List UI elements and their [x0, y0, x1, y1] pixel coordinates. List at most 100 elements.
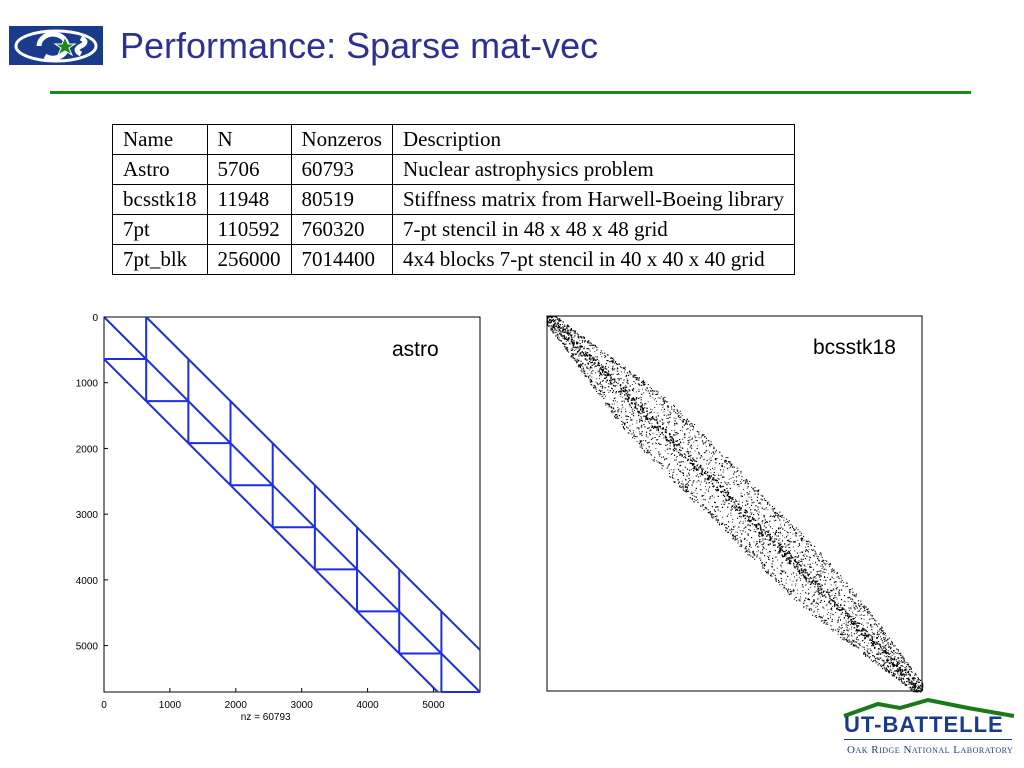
nonzero-dot [818, 615, 821, 617]
nonzero-dot [702, 495, 704, 497]
nonzero-dot [813, 611, 815, 613]
nonzero-dot [718, 522, 720, 524]
nonzero-dot [767, 533, 769, 536]
nonzero-dot [560, 331, 562, 333]
nonzero-dot [616, 401, 618, 403]
nonzero-dot [914, 683, 916, 686]
nonzero-dot [572, 349, 574, 351]
nonzero-dot [901, 678, 903, 680]
nonzero-dot [547, 316, 549, 318]
nonzero-dot [886, 659, 888, 662]
nonzero-dot [607, 374, 609, 377]
nonzero-dot [611, 410, 614, 412]
nonzero-dot [615, 397, 617, 399]
nonzero-dot [780, 580, 783, 582]
nonzero-dot [685, 490, 688, 492]
nonzero-dot [830, 571, 832, 573]
nonzero-dot [749, 529, 752, 532]
nonzero-dot [906, 680, 908, 683]
nonzero-dot [626, 381, 628, 383]
nonzero-dot [717, 519, 719, 521]
nonzero-dot [726, 515, 728, 517]
nonzero-dot [823, 562, 825, 564]
nonzero-dot [744, 548, 746, 550]
nonzero-dot [804, 550, 807, 552]
nonzero-dot [666, 401, 668, 403]
nonzero-dot [573, 332, 575, 334]
nonzero-dot [890, 640, 892, 642]
nonzero-dot [601, 390, 603, 392]
nonzero-dot [614, 362, 616, 364]
nonzero-dot [664, 432, 666, 433]
nonzero-dot [599, 373, 602, 375]
nonzero-dot [657, 439, 659, 441]
nonzero-dot [663, 414, 665, 416]
nonzero-dot [797, 562, 799, 565]
nonzero-dot [869, 639, 871, 641]
nonzero-dot [836, 576, 838, 578]
nonzero-dot [815, 561, 817, 563]
nonzero-dot [633, 375, 635, 377]
nonzero-dot [912, 683, 914, 685]
nonzero-dot [839, 606, 841, 608]
nonzero-dot [685, 490, 687, 492]
nonzero-dot [887, 652, 889, 654]
nonzero-dot [671, 430, 673, 431]
nonzero-dot [758, 540, 761, 542]
nonzero-dot [826, 604, 828, 606]
nonzero-dot [796, 568, 799, 570]
nonzero-dot [584, 358, 587, 360]
nonzero-dot [778, 514, 780, 515]
nonzero-dot [710, 472, 712, 474]
nonzero-dot [822, 591, 824, 593]
nonzero-dot [915, 674, 917, 676]
nonzero-dot [628, 432, 630, 434]
nonzero-dot [586, 341, 589, 343]
nonzero-dot [686, 483, 688, 485]
nonzero-dot [638, 389, 640, 390]
nonzero-dot [603, 373, 605, 375]
nonzero-dot [592, 384, 594, 386]
nonzero-dot [593, 347, 595, 349]
nonzero-dot [599, 367, 602, 369]
nonzero-dot [757, 506, 759, 508]
nonzero-dot [657, 391, 659, 393]
nonzero-dot [709, 446, 711, 448]
nonzero-dot [740, 507, 742, 509]
nonzero-dot [747, 518, 750, 520]
nonzero-dot [848, 628, 850, 630]
nonzero-dot [839, 609, 841, 611]
nonzero-dot [623, 400, 625, 402]
nonzero-dot [753, 553, 755, 555]
nonzero-dot [696, 448, 698, 450]
nonzero-dot [721, 463, 723, 465]
nonzero-dot [897, 661, 899, 663]
nonzero-dot [889, 646, 891, 647]
nonzero-dot [885, 668, 888, 670]
nonzero-dot [650, 390, 652, 392]
nonzero-dot [817, 611, 819, 613]
nonzero-dot [863, 618, 865, 620]
nonzero-dot [818, 583, 820, 585]
nonzero-dot [867, 611, 869, 613]
nonzero-dot [914, 682, 917, 685]
nonzero-dot [829, 563, 831, 565]
nonzero-dot [868, 657, 871, 659]
nonzero-dot [558, 337, 560, 339]
nonzero-dot [887, 665, 889, 667]
nonzero-dot [657, 426, 659, 428]
nonzero-dot [847, 597, 849, 599]
nonzero-dot [650, 411, 652, 413]
nonzero-dot [610, 383, 612, 385]
nonzero-dot [901, 670, 903, 673]
nonzero-dot [804, 599, 806, 602]
nonzero-dot [713, 514, 715, 516]
nonzero-dot [685, 486, 687, 488]
nonzero-dot [590, 344, 592, 346]
nonzero-dot [757, 527, 760, 530]
nonzero-dot [820, 570, 822, 572]
nonzero-dot [579, 336, 581, 338]
nonzero-dot [803, 606, 805, 608]
nonzero-dot [760, 529, 762, 531]
nonzero-dot [550, 325, 552, 327]
